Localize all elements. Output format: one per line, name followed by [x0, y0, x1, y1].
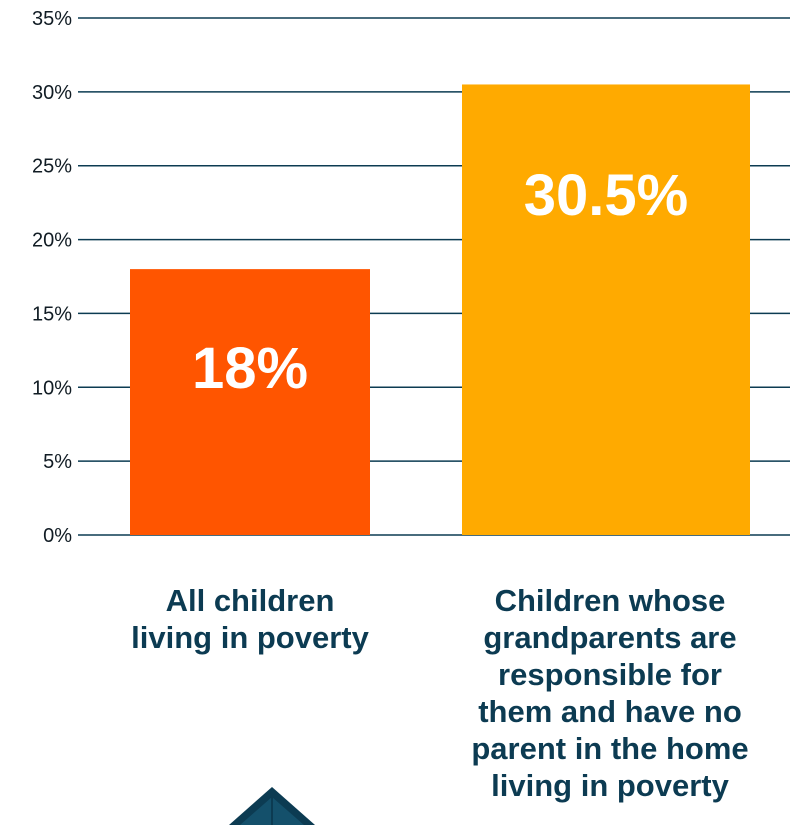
y-tick-label: 10% [32, 377, 72, 399]
bar [462, 84, 750, 535]
category-label-line: Children whose [494, 583, 726, 618]
y-tick-label: 25% [32, 156, 72, 178]
category-label-line: responsible for [498, 657, 722, 692]
data-labels: 18% 30.5% [192, 163, 688, 401]
y-tick-label: 20% [32, 230, 72, 252]
category-label-line: living in poverty [131, 620, 369, 655]
house-roof-logo-icon [229, 787, 315, 825]
category-label-line: parent in the home [471, 731, 749, 766]
data-label: 30.5% [524, 163, 688, 228]
category-label-grandparent-children: Children whose grandparents are responsi… [430, 582, 790, 804]
category-label-all-children: All children living in poverty [95, 582, 405, 656]
bars [130, 84, 750, 535]
data-label: 18% [192, 336, 308, 401]
y-tick-label: 35% [32, 8, 72, 30]
category-label-line: them and have no [478, 694, 742, 729]
bar [130, 269, 370, 535]
y-tick-label: 5% [43, 451, 72, 473]
category-label-line: All children [165, 583, 335, 618]
y-tick-label: 30% [32, 82, 72, 104]
y-tick-label: 15% [32, 303, 72, 325]
y-axis-ticks: 0% 5% 10% 15% 20% 25% 30% 35% [32, 8, 72, 547]
category-label-line: living in poverty [491, 768, 729, 803]
y-tick-label: 0% [43, 525, 72, 547]
category-label-line: grandparents are [483, 620, 737, 655]
